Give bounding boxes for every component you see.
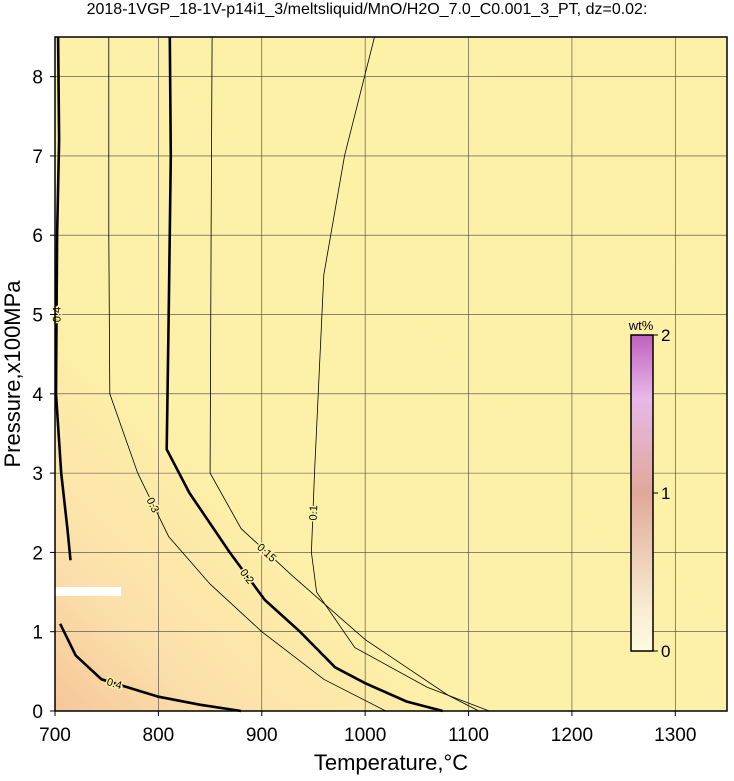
colorbar-tick-label: 0 bbox=[661, 642, 670, 661]
y-tick-label: 4 bbox=[32, 385, 43, 406]
x-tick-label: 800 bbox=[143, 725, 175, 746]
contour-line bbox=[59, 623, 242, 713]
colorbar-label: wt% bbox=[628, 318, 654, 333]
y-tick-label: 2 bbox=[32, 543, 43, 564]
contour-line bbox=[165, 36, 444, 713]
colorbar-tick-label: 2 bbox=[661, 326, 670, 345]
y-axis-label: Pressure,x100MPa bbox=[0, 280, 25, 468]
plot-frame bbox=[54, 36, 728, 712]
x-axis-label: Temperature,°C bbox=[314, 750, 468, 775]
y-tick-label: 7 bbox=[32, 147, 43, 168]
contour-line bbox=[108, 37, 386, 712]
colorbar-tick-label: 1 bbox=[661, 484, 670, 503]
y-tick-label: 8 bbox=[32, 68, 43, 89]
contour-line bbox=[209, 36, 480, 712]
x-tick-label: 1000 bbox=[344, 725, 386, 746]
y-tick-label: 0 bbox=[32, 702, 43, 723]
plot-background bbox=[55, 37, 727, 711]
x-tick-label: 1200 bbox=[551, 725, 593, 746]
colorbar bbox=[630, 334, 654, 652]
y-tick-label: 6 bbox=[32, 226, 43, 247]
y-tick-label: 1 bbox=[32, 623, 43, 644]
x-tick-label: 900 bbox=[246, 725, 278, 746]
missing-data bbox=[55, 587, 121, 596]
x-tick-label: 1300 bbox=[654, 725, 696, 746]
contour-line bbox=[310, 36, 490, 712]
x-tick-label: 700 bbox=[39, 725, 71, 746]
y-tick-label: 3 bbox=[32, 464, 43, 485]
chart-title: 2018-1VGP_18-1V-p14i1_3/meltsliquid/MnO/… bbox=[87, 1, 648, 18]
y-tick-label: 5 bbox=[32, 306, 43, 327]
x-tick-label: 1100 bbox=[448, 725, 489, 746]
contour-label: 0.1 bbox=[308, 505, 321, 521]
contour-line bbox=[54, 36, 72, 561]
